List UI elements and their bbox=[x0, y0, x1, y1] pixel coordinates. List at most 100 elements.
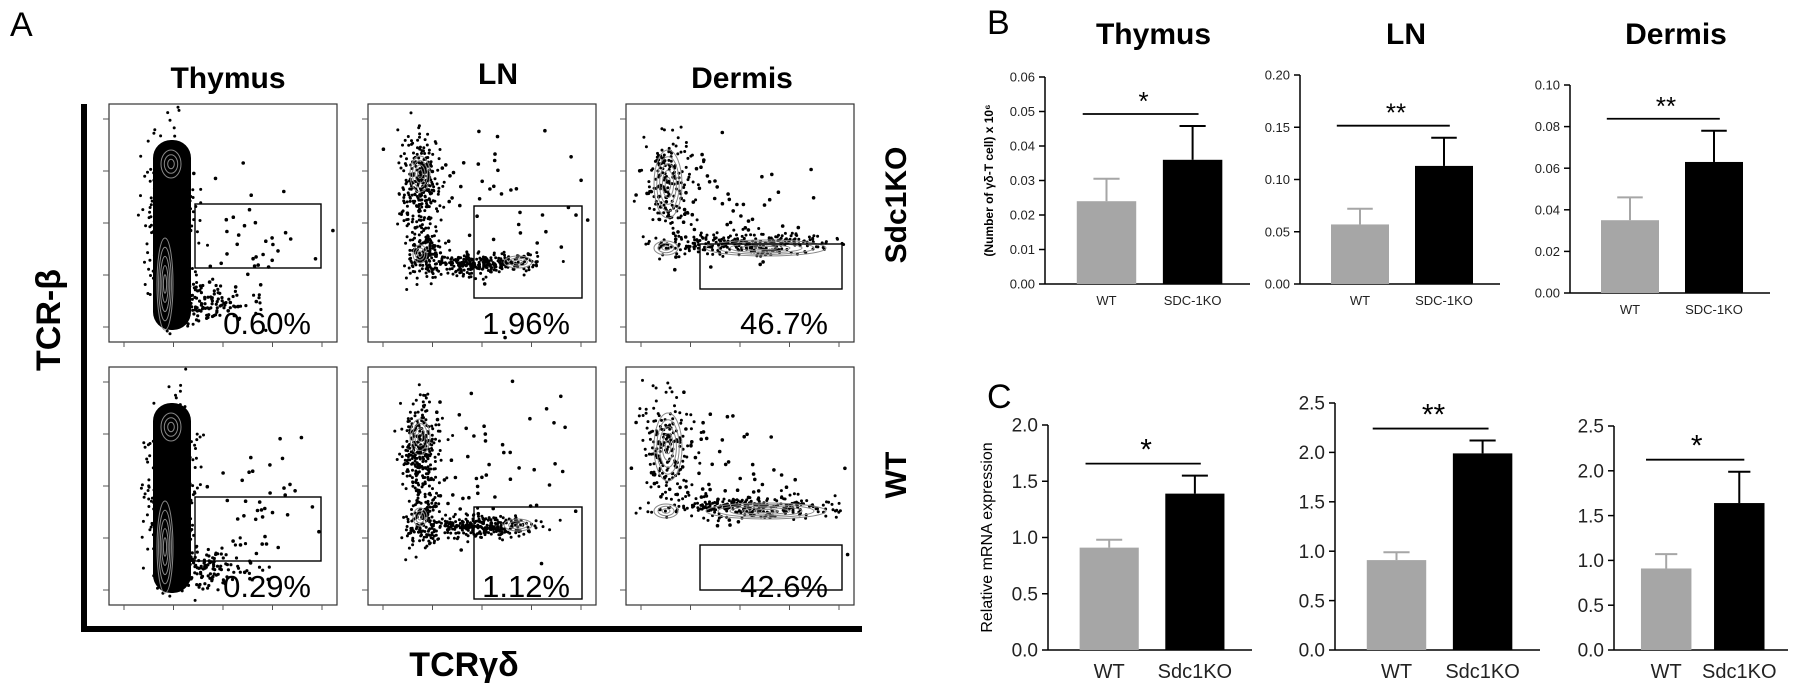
bar-y-tick-label: 0.04 bbox=[1010, 139, 1035, 154]
flow-event bbox=[417, 198, 421, 202]
flow-event bbox=[257, 296, 261, 300]
flow-event bbox=[437, 239, 441, 243]
flow-event bbox=[212, 292, 216, 296]
flow-event bbox=[406, 517, 410, 521]
flow-event bbox=[407, 425, 411, 429]
flow-event bbox=[403, 264, 406, 268]
flow-event bbox=[219, 552, 223, 556]
flow-event bbox=[489, 528, 493, 532]
flow-event bbox=[417, 210, 421, 214]
flow-event bbox=[408, 474, 412, 478]
flow-contour bbox=[508, 257, 528, 267]
flow-event bbox=[502, 250, 506, 254]
flow-event bbox=[410, 417, 413, 421]
flow-contour bbox=[412, 244, 428, 264]
bar-wt bbox=[1601, 220, 1659, 293]
flow-event bbox=[482, 282, 487, 286]
flow-event bbox=[225, 229, 229, 234]
flow-event bbox=[439, 262, 443, 266]
flow-event bbox=[198, 219, 202, 222]
flow-event bbox=[716, 497, 720, 502]
flow-event bbox=[543, 128, 547, 133]
flow-column-title-thymus: Thymus bbox=[170, 62, 285, 95]
flow-contour bbox=[167, 158, 175, 170]
flow-event bbox=[679, 467, 683, 471]
bar-sdc1ko bbox=[1452, 453, 1513, 650]
flow-event bbox=[760, 482, 765, 487]
flow-event bbox=[500, 530, 504, 534]
flow-event bbox=[148, 258, 152, 262]
flow-event bbox=[670, 203, 674, 207]
flow-event bbox=[241, 161, 245, 165]
flow-event bbox=[193, 490, 196, 494]
flow-event bbox=[681, 434, 685, 438]
bar-chart-c-3: 0.0 0.5 1.0 1.5 2.0 2.5 WT Sdc1KO * bbox=[1578, 417, 1788, 683]
flow-event bbox=[708, 503, 712, 507]
flow-event bbox=[406, 417, 410, 421]
flow-event bbox=[206, 586, 210, 590]
flow-event bbox=[532, 467, 536, 472]
flow-event bbox=[675, 204, 679, 208]
flow-event bbox=[664, 484, 668, 487]
flow-event bbox=[493, 265, 497, 269]
flow-event bbox=[674, 234, 677, 238]
flow-event bbox=[418, 429, 422, 433]
flow-event bbox=[420, 485, 424, 489]
flow-event bbox=[408, 410, 412, 414]
flow-event bbox=[408, 248, 412, 252]
flow-event bbox=[816, 234, 820, 238]
flow-event bbox=[709, 265, 713, 269]
flow-event bbox=[219, 568, 223, 572]
flow-event bbox=[702, 516, 706, 520]
flow-event bbox=[429, 536, 433, 540]
flow-event bbox=[751, 472, 756, 476]
flow-event bbox=[495, 529, 498, 533]
flow-event bbox=[399, 166, 403, 170]
flow-event bbox=[176, 105, 180, 109]
flow-contour bbox=[659, 163, 677, 205]
flow-contour bbox=[161, 528, 169, 566]
flow-event bbox=[422, 146, 426, 150]
flow-event bbox=[692, 420, 696, 424]
flow-gate bbox=[699, 243, 843, 290]
flow-event bbox=[233, 543, 237, 547]
flow-event bbox=[407, 532, 411, 535]
flow-event bbox=[735, 202, 739, 207]
flow-event bbox=[831, 508, 835, 512]
flow-event bbox=[670, 151, 673, 155]
flow-event bbox=[458, 203, 462, 208]
flow-event bbox=[483, 439, 488, 443]
flow-event bbox=[168, 332, 172, 336]
flow-event bbox=[797, 237, 801, 241]
bar-wt bbox=[1076, 201, 1137, 284]
flow-event bbox=[711, 252, 715, 256]
flow-event bbox=[194, 285, 198, 289]
flow-contour bbox=[656, 156, 680, 212]
flow-event bbox=[143, 492, 147, 496]
flow-event bbox=[431, 182, 435, 186]
flow-event bbox=[661, 171, 665, 175]
flow-event bbox=[257, 293, 261, 297]
flow-event bbox=[411, 539, 415, 543]
flow-event bbox=[476, 162, 481, 166]
flow-event bbox=[684, 495, 688, 498]
flow-event bbox=[437, 510, 441, 514]
flow-event bbox=[432, 243, 435, 247]
flow-event bbox=[150, 521, 154, 525]
flow-event bbox=[561, 260, 565, 263]
flow-event bbox=[149, 499, 153, 503]
flow-event bbox=[402, 196, 406, 199]
flow-event bbox=[660, 156, 664, 160]
flow-event bbox=[563, 425, 567, 430]
flow-event bbox=[419, 501, 423, 505]
flow-event bbox=[400, 536, 404, 540]
flow-event bbox=[634, 193, 638, 197]
flow-event bbox=[191, 484, 195, 488]
flow-event bbox=[422, 535, 426, 539]
flow-event bbox=[196, 314, 200, 318]
flow-event bbox=[780, 224, 785, 228]
flow-event bbox=[408, 196, 412, 200]
flow-event bbox=[734, 245, 738, 249]
flow-event bbox=[647, 180, 651, 184]
flow-event bbox=[201, 305, 205, 309]
